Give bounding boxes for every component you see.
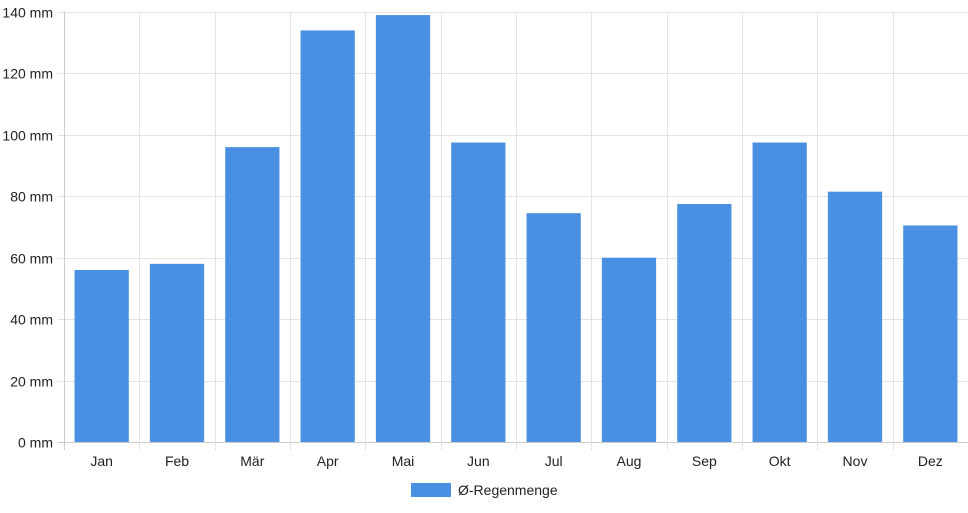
y-tick-label: 40 mm — [10, 312, 53, 328]
x-tick-label: Jan — [90, 453, 113, 469]
y-axis-tick-labels: 0 mm 20 mm 40 mm 60 mm 80 mm 100 mm 120 mm 140 … — [2, 5, 53, 451]
bar-okt[interactable] — [752, 142, 807, 443]
x-tick-label: Feb — [165, 453, 189, 469]
x-tick-label: Jul — [545, 453, 563, 469]
bar-sep[interactable] — [677, 203, 732, 442]
bars — [74, 15, 958, 443]
y-tick-label: 140 mm — [2, 5, 53, 21]
bar-mär[interactable] — [225, 147, 280, 442]
x-tick-label: Apr — [317, 453, 339, 469]
grid-lines — [58, 12, 968, 450]
x-tick-label: Okt — [769, 453, 791, 469]
bar-aug[interactable] — [601, 257, 657, 442]
legend[interactable]: Ø-Regenmenge — [411, 482, 558, 498]
x-tick-label: Nov — [843, 453, 868, 469]
x-tick-label: Mai — [392, 453, 415, 469]
y-tick-label: 0 mm — [18, 435, 53, 451]
x-tick-label: Dez — [918, 453, 943, 469]
bar-jun[interactable] — [451, 142, 506, 443]
y-tick-label: 80 mm — [10, 189, 53, 205]
x-tick-label: Sep — [692, 453, 717, 469]
x-tick-label: Mär — [240, 453, 264, 469]
y-tick-label: 100 mm — [2, 128, 53, 144]
bar-jul[interactable] — [526, 213, 581, 442]
bar-mai[interactable] — [375, 15, 431, 442]
x-tick-label: Aug — [617, 453, 642, 469]
y-tick-label: 120 mm — [2, 66, 53, 82]
bar-nov[interactable] — [827, 191, 883, 442]
x-axis-tick-labels: Jan Feb Mär Apr Mai Jun Jul Aug Sep Okt Nov Dez — [90, 453, 942, 469]
bar-jan[interactable] — [74, 270, 129, 442]
y-tick-label: 20 mm — [10, 374, 53, 390]
bar-apr[interactable] — [300, 30, 355, 443]
legend-swatch[interactable] — [411, 483, 451, 497]
x-tick-label: Jun — [467, 453, 490, 469]
bar-feb[interactable] — [149, 263, 205, 442]
legend-label[interactable]: Ø-Regenmenge — [458, 482, 558, 498]
bar-dez[interactable] — [903, 225, 958, 442]
y-tick-label: 60 mm — [10, 251, 53, 267]
